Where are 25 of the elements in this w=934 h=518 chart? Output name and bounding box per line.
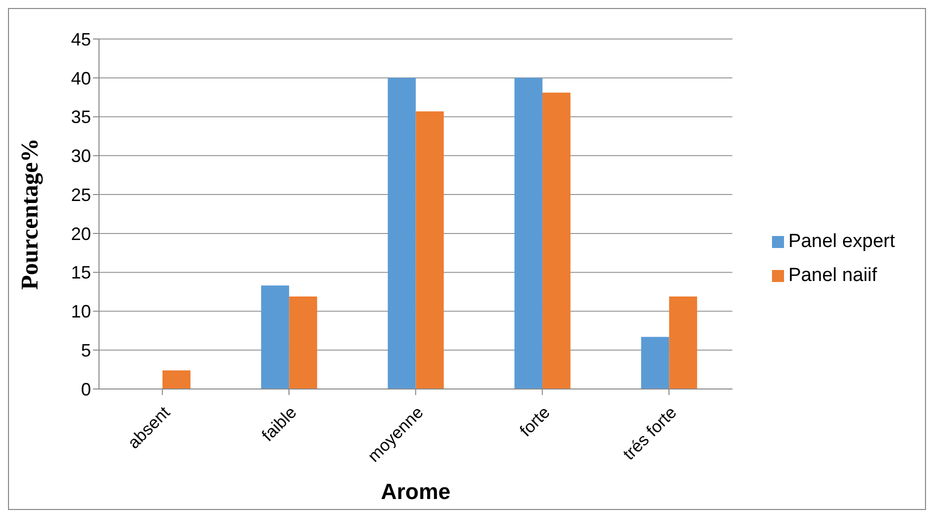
legend-label: Panel expert [788,231,895,252]
x-tick-label: trés forte [619,402,680,464]
y-tick-label: 40 [70,68,91,88]
y-tick-label: 25 [70,184,91,205]
y-tick-label: 35 [70,107,91,128]
y-tick-label: 45 [70,29,91,50]
bar [289,296,318,389]
x-axis-title: Arome [380,479,450,504]
bar [261,286,290,389]
legend-label: Panel naiif [788,265,878,286]
y-tick-label: 5 [80,340,91,360]
y-tick-label: 15 [70,262,91,283]
bar [641,336,670,389]
y-tick-label: 0 [80,379,91,400]
bar [416,111,444,389]
bar [388,78,416,389]
y-tick-label: 30 [70,146,91,166]
bar [669,296,698,389]
bar [162,370,190,389]
bar [514,78,542,389]
bar [542,92,570,389]
y-tick-label: 20 [70,224,91,244]
x-tick-label: forte [516,402,554,440]
y-axis-title: Pourcentage% [18,138,44,290]
y-tick-label: 10 [70,302,91,322]
